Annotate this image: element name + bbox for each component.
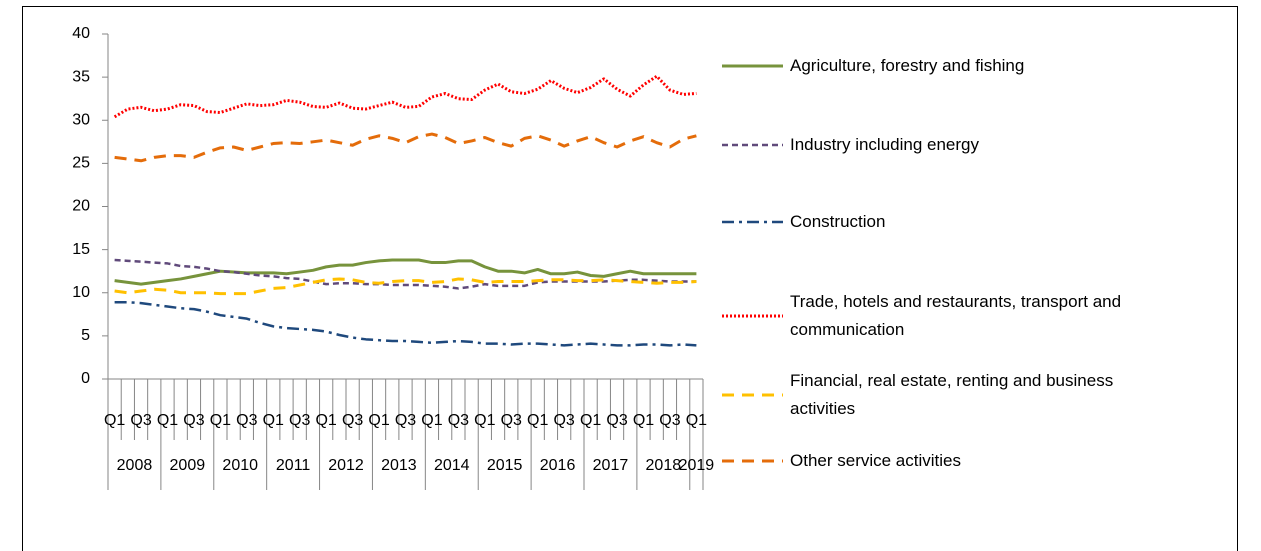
year-label: 2012 bbox=[328, 457, 364, 474]
y-tick-label: 35 bbox=[72, 68, 90, 85]
x-tick-label: Q3 bbox=[236, 412, 257, 429]
year-label: 2014 bbox=[434, 457, 470, 474]
series-line bbox=[114, 132, 697, 163]
series-line bbox=[114, 258, 697, 286]
legend-label: Agriculture, forestry and fishing bbox=[790, 56, 1025, 75]
year-label: 2013 bbox=[381, 457, 417, 474]
series-line bbox=[114, 258, 697, 290]
x-tick-label: Q1 bbox=[157, 412, 178, 429]
chart-border bbox=[22, 6, 1238, 551]
x-tick-label: Q1 bbox=[368, 412, 389, 429]
legend-label: Financial, real estate, renting and busi… bbox=[790, 371, 1114, 418]
x-tick-label: Q3 bbox=[659, 412, 680, 429]
x-tick-label: Q1 bbox=[527, 412, 548, 429]
year-label: 2010 bbox=[222, 457, 258, 474]
x-tick-label: Q3 bbox=[130, 412, 151, 429]
series-line bbox=[113, 74, 697, 119]
year-label: 2008 bbox=[117, 457, 153, 474]
x-tick-label: Q1 bbox=[104, 412, 125, 429]
year-label: 2011 bbox=[276, 457, 311, 474]
series-line bbox=[114, 300, 697, 347]
x-tick-label: Q1 bbox=[633, 412, 654, 429]
legend-label: Other service activities bbox=[790, 451, 961, 470]
year-label: 2019 bbox=[679, 457, 715, 474]
x-tick-label: Q3 bbox=[395, 412, 416, 429]
legend-label: Construction bbox=[790, 212, 886, 231]
x-tick-label: Q3 bbox=[183, 412, 204, 429]
y-tick-label: 5 bbox=[81, 327, 90, 344]
y-tick-label: 25 bbox=[72, 155, 90, 172]
x-tick-label: Q1 bbox=[421, 412, 442, 429]
x-tick-label: Q3 bbox=[553, 412, 574, 429]
x-tick-label: Q3 bbox=[289, 412, 310, 429]
x-tick-label: Q1 bbox=[263, 412, 284, 429]
x-tick-label: Q3 bbox=[342, 412, 363, 429]
x-tick-label: Q3 bbox=[606, 412, 627, 429]
y-tick-label: 15 bbox=[72, 241, 90, 258]
legend-label: Trade, hotels and restaurants, transport… bbox=[790, 292, 1122, 339]
y-tick-label: 0 bbox=[81, 370, 90, 387]
y-tick-label: 40 bbox=[72, 25, 90, 42]
x-tick-label: Q1 bbox=[474, 412, 495, 429]
year-label: 2016 bbox=[540, 457, 576, 474]
year-label: 2015 bbox=[487, 457, 523, 474]
legend-label: Industry including energy bbox=[790, 135, 980, 154]
series-line bbox=[114, 277, 697, 296]
y-tick-label: 30 bbox=[72, 111, 90, 128]
x-tick-label: Q1 bbox=[686, 412, 707, 429]
year-label: 2018 bbox=[646, 457, 682, 474]
year-label: 2017 bbox=[593, 457, 629, 474]
y-tick-label: 20 bbox=[72, 198, 90, 215]
x-tick-label: Q1 bbox=[315, 412, 336, 429]
x-tick-label: Q1 bbox=[210, 412, 231, 429]
x-tick-label: Q1 bbox=[580, 412, 601, 429]
year-label: 2009 bbox=[170, 457, 206, 474]
y-tick-label: 10 bbox=[72, 284, 90, 301]
x-tick-label: Q3 bbox=[501, 412, 522, 429]
x-tick-label: Q3 bbox=[448, 412, 469, 429]
